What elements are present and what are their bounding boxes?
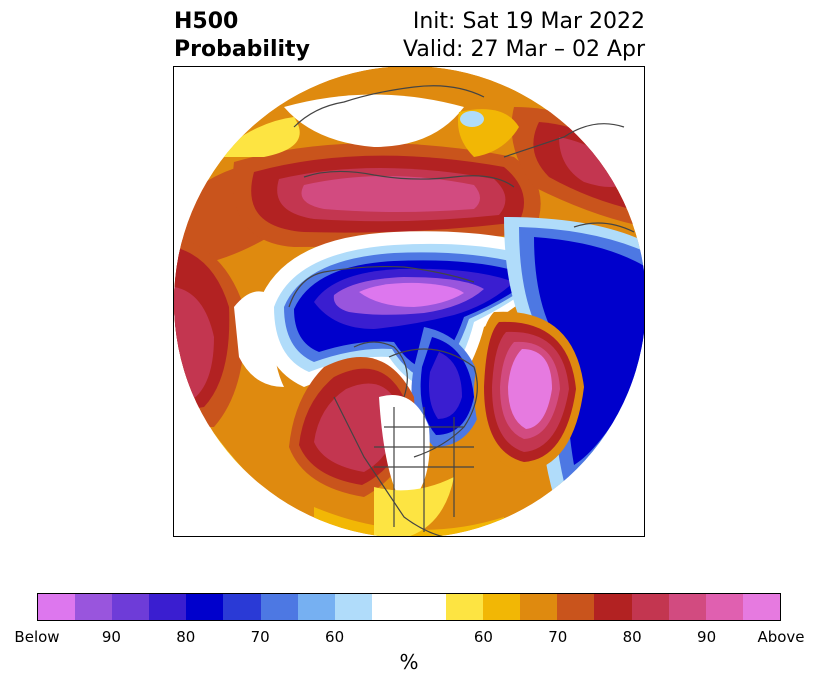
colorbar-cell [446,594,484,620]
colorbar-cell [594,594,632,620]
colorbar-tick-label: 70 [548,628,568,646]
title-variable: H500 [174,9,239,34]
colorbar-cell [668,594,706,620]
colorbar-cell [334,594,372,620]
map-canvas [174,67,644,536]
colorbar-cell [557,594,595,620]
colorbar-cell [149,594,187,620]
colorbar-cell [483,594,521,620]
colorbar-cell [631,594,669,620]
map-title: H500 Probability [174,8,310,64]
colorbar-tick-label: Below [14,628,60,646]
colorbar-tick-label: 90 [101,628,121,646]
valid-period: Init: Sat 19 Mar 2022 Valid: 27 Mar – 02… [403,8,645,64]
colorbar-cell [520,594,558,620]
colorbar-cell [705,594,743,620]
colorbar-tick-label: 70 [250,628,270,646]
probability-field [174,67,644,536]
colorbar-cell [186,594,224,620]
colorbar-tick-label: 80 [622,628,642,646]
colorbar-cell [38,594,76,620]
init-date: Init: Sat 19 Mar 2022 [412,9,645,34]
coastlines [288,85,635,536]
colorbar [37,593,781,621]
colorbar-tick-label: 90 [697,628,717,646]
colorbar-tick-label: 80 [176,628,196,646]
colorbar-cell [742,594,780,620]
colorbar-cell [371,594,409,620]
colorbar-cell [75,594,113,620]
colorbar-tick-label: 60 [473,628,493,646]
colorbar-tick-label: 60 [325,628,345,646]
colorbar-cell [112,594,150,620]
colorbar-cell [223,594,261,620]
valid-range: Valid: 27 Mar – 02 Apr [403,37,645,62]
title-quantity: Probability [174,37,310,62]
colorbar-unit-label: % [399,650,419,674]
probability-map [173,66,645,537]
colorbar-cell [408,594,447,620]
colorbar-cell [260,594,298,620]
colorbar-cell [297,594,335,620]
colorbar-tick-label: Above [757,628,805,646]
